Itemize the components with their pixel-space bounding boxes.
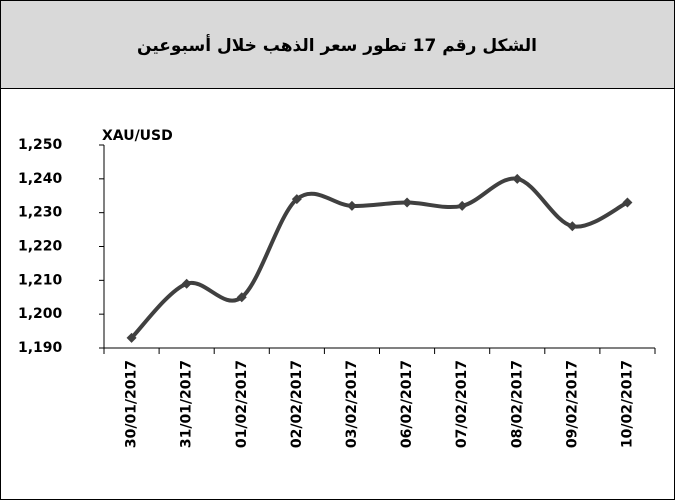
marker [126,332,137,343]
y-tick-label: 1,250 [18,137,63,153]
x-tick-label: 08/02/2017 [509,360,525,448]
x-tick-label: 03/02/2017 [344,360,360,448]
marker [236,292,247,303]
y-axis-label: XAU/USD [102,128,173,144]
marker [181,278,192,289]
marker [457,200,468,211]
x-tick-label: 02/02/2017 [289,360,305,448]
x-tick-label: 07/02/2017 [454,360,470,448]
marker [402,197,413,208]
y-tick-label: 1,200 [18,306,63,322]
x-tick-label: 10/02/2017 [619,360,635,448]
y-tick-label: 1,240 [18,171,63,187]
y-tick-label: 1,220 [18,239,63,255]
x-tick-label: 31/01/2017 [179,360,195,448]
y-tick-label: 1,210 [18,272,63,288]
header [0,0,675,89]
y-tick-label: 1,190 [18,340,63,356]
marker [291,194,302,205]
x-tick-label: 09/02/2017 [564,360,580,448]
x-tick-label: 30/01/2017 [124,360,140,448]
y-tick-label: 1,230 [18,205,63,221]
line [130,176,629,340]
marker [512,173,523,184]
marker [567,221,578,232]
x-tick-label: 06/02/2017 [399,360,415,448]
marker [622,197,633,208]
marker [346,200,357,211]
chart-title: الشكل رقم 17 تطور سعر الذهب خلال أسبوعين [137,34,537,56]
x-tick-label: 01/02/2017 [234,360,250,448]
